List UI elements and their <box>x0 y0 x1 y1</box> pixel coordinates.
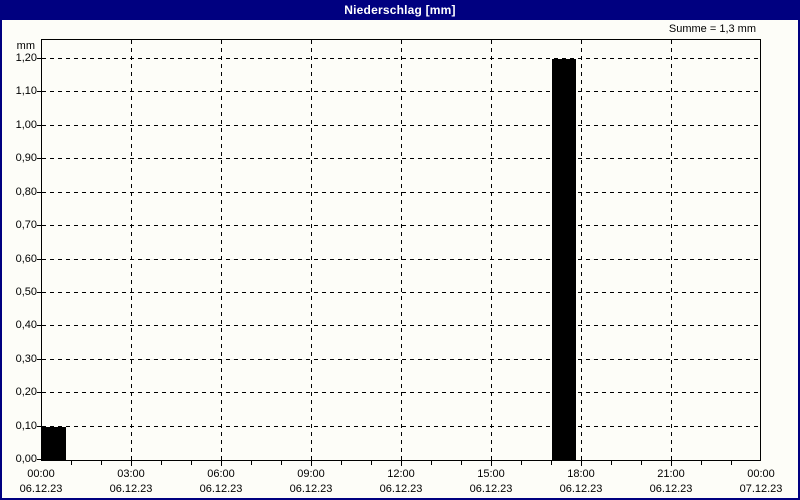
x-axis-tick <box>311 461 312 466</box>
y-tick-label: 1,00 <box>15 119 37 131</box>
y-axis-tick <box>37 192 41 193</box>
x-axis-tick <box>371 461 372 465</box>
x-axis-tick <box>611 461 612 465</box>
y-tick-label: 0,50 <box>15 286 37 298</box>
x-tick-date-label: 06.12.23 <box>19 483 63 495</box>
y-tick-label: 0,40 <box>15 319 37 331</box>
y-axis-tick <box>37 58 41 59</box>
y-axis-tick <box>37 259 41 260</box>
y-axis-tick <box>37 158 41 159</box>
gridline-vertical <box>401 40 402 460</box>
x-tick-time-label: 21:00 <box>657 468 685 480</box>
sum-total-label: Summe = 1,3 mm <box>668 23 756 35</box>
x-tick-date-label: 06.12.23 <box>199 483 243 495</box>
x-tick-time-label: 15:00 <box>477 468 505 480</box>
x-tick-time-label: 12:00 <box>387 468 415 480</box>
x-axis-tick <box>101 461 102 465</box>
gridline-vertical <box>221 40 222 460</box>
y-tick-label: 0,70 <box>15 219 37 231</box>
x-axis-tick <box>491 461 492 466</box>
y-tick-label: 0,20 <box>15 386 37 398</box>
x-axis-tick <box>221 461 222 466</box>
chart-title: Niederschlag [mm] <box>344 3 456 17</box>
title-bar: Niederschlag [mm] <box>0 0 800 20</box>
gridline-vertical <box>491 40 492 460</box>
x-tick-date-label: 06.12.23 <box>559 483 603 495</box>
x-axis-tick <box>581 461 582 466</box>
y-tick-label: 0,60 <box>15 253 37 265</box>
y-tick-label: 0,10 <box>15 420 37 432</box>
y-tick-label: 0,80 <box>15 186 37 198</box>
gridline-vertical <box>671 40 672 460</box>
x-tick-date-label: 07.12.23 <box>739 483 783 495</box>
x-axis-tick <box>521 461 522 465</box>
x-axis-tick <box>191 461 192 465</box>
x-tick-date-label: 06.12.23 <box>469 483 513 495</box>
x-tick-date-label: 06.12.23 <box>379 483 423 495</box>
y-tick-label: 1,10 <box>15 85 37 97</box>
y-tick-label: 0,30 <box>15 353 37 365</box>
x-tick-time-label: 09:00 <box>297 468 325 480</box>
x-tick-date-label: 06.12.23 <box>289 483 333 495</box>
gridline-vertical <box>311 40 312 460</box>
x-tick-time-label: 00:00 <box>747 468 775 480</box>
x-axis-tick <box>281 461 282 465</box>
x-tick-date-label: 06.12.23 <box>649 483 693 495</box>
y-axis-tick <box>37 125 41 126</box>
y-axis-unit-label: mm <box>16 40 35 52</box>
x-axis-tick <box>161 461 162 465</box>
y-axis-tick <box>37 292 41 293</box>
x-axis-tick <box>551 461 552 465</box>
precipitation-bar <box>42 427 66 460</box>
x-tick-date-label: 06.12.23 <box>109 483 153 495</box>
plot-area <box>41 39 761 461</box>
x-axis-tick <box>431 461 432 465</box>
x-axis-tick <box>401 461 402 466</box>
x-axis-tick <box>341 461 342 465</box>
y-axis-tick <box>37 359 41 360</box>
y-tick-label: 0,90 <box>15 152 37 164</box>
y-axis-tick <box>37 225 41 226</box>
y-axis-tick <box>37 325 41 326</box>
x-axis-tick <box>641 461 642 465</box>
x-axis-tick <box>131 461 132 466</box>
x-axis-tick <box>461 461 462 465</box>
x-axis-tick <box>71 461 72 465</box>
gridline-vertical <box>581 40 582 460</box>
x-tick-time-label: 00:00 <box>27 468 55 480</box>
x-tick-time-label: 03:00 <box>117 468 145 480</box>
x-axis-tick <box>701 461 702 465</box>
y-tick-label: 1,20 <box>15 52 37 64</box>
gridline-vertical <box>131 40 132 460</box>
y-axis-tick <box>37 426 41 427</box>
x-tick-time-label: 18:00 <box>567 468 595 480</box>
y-axis-tick <box>37 459 41 460</box>
x-axis-tick <box>671 461 672 466</box>
x-axis-tick <box>251 461 252 465</box>
x-axis-tick <box>731 461 732 465</box>
precipitation-bar <box>552 59 576 460</box>
y-axis-tick <box>37 392 41 393</box>
x-tick-time-label: 06:00 <box>207 468 235 480</box>
y-tick-label: 0,00 <box>15 453 37 465</box>
y-axis-tick <box>37 91 41 92</box>
